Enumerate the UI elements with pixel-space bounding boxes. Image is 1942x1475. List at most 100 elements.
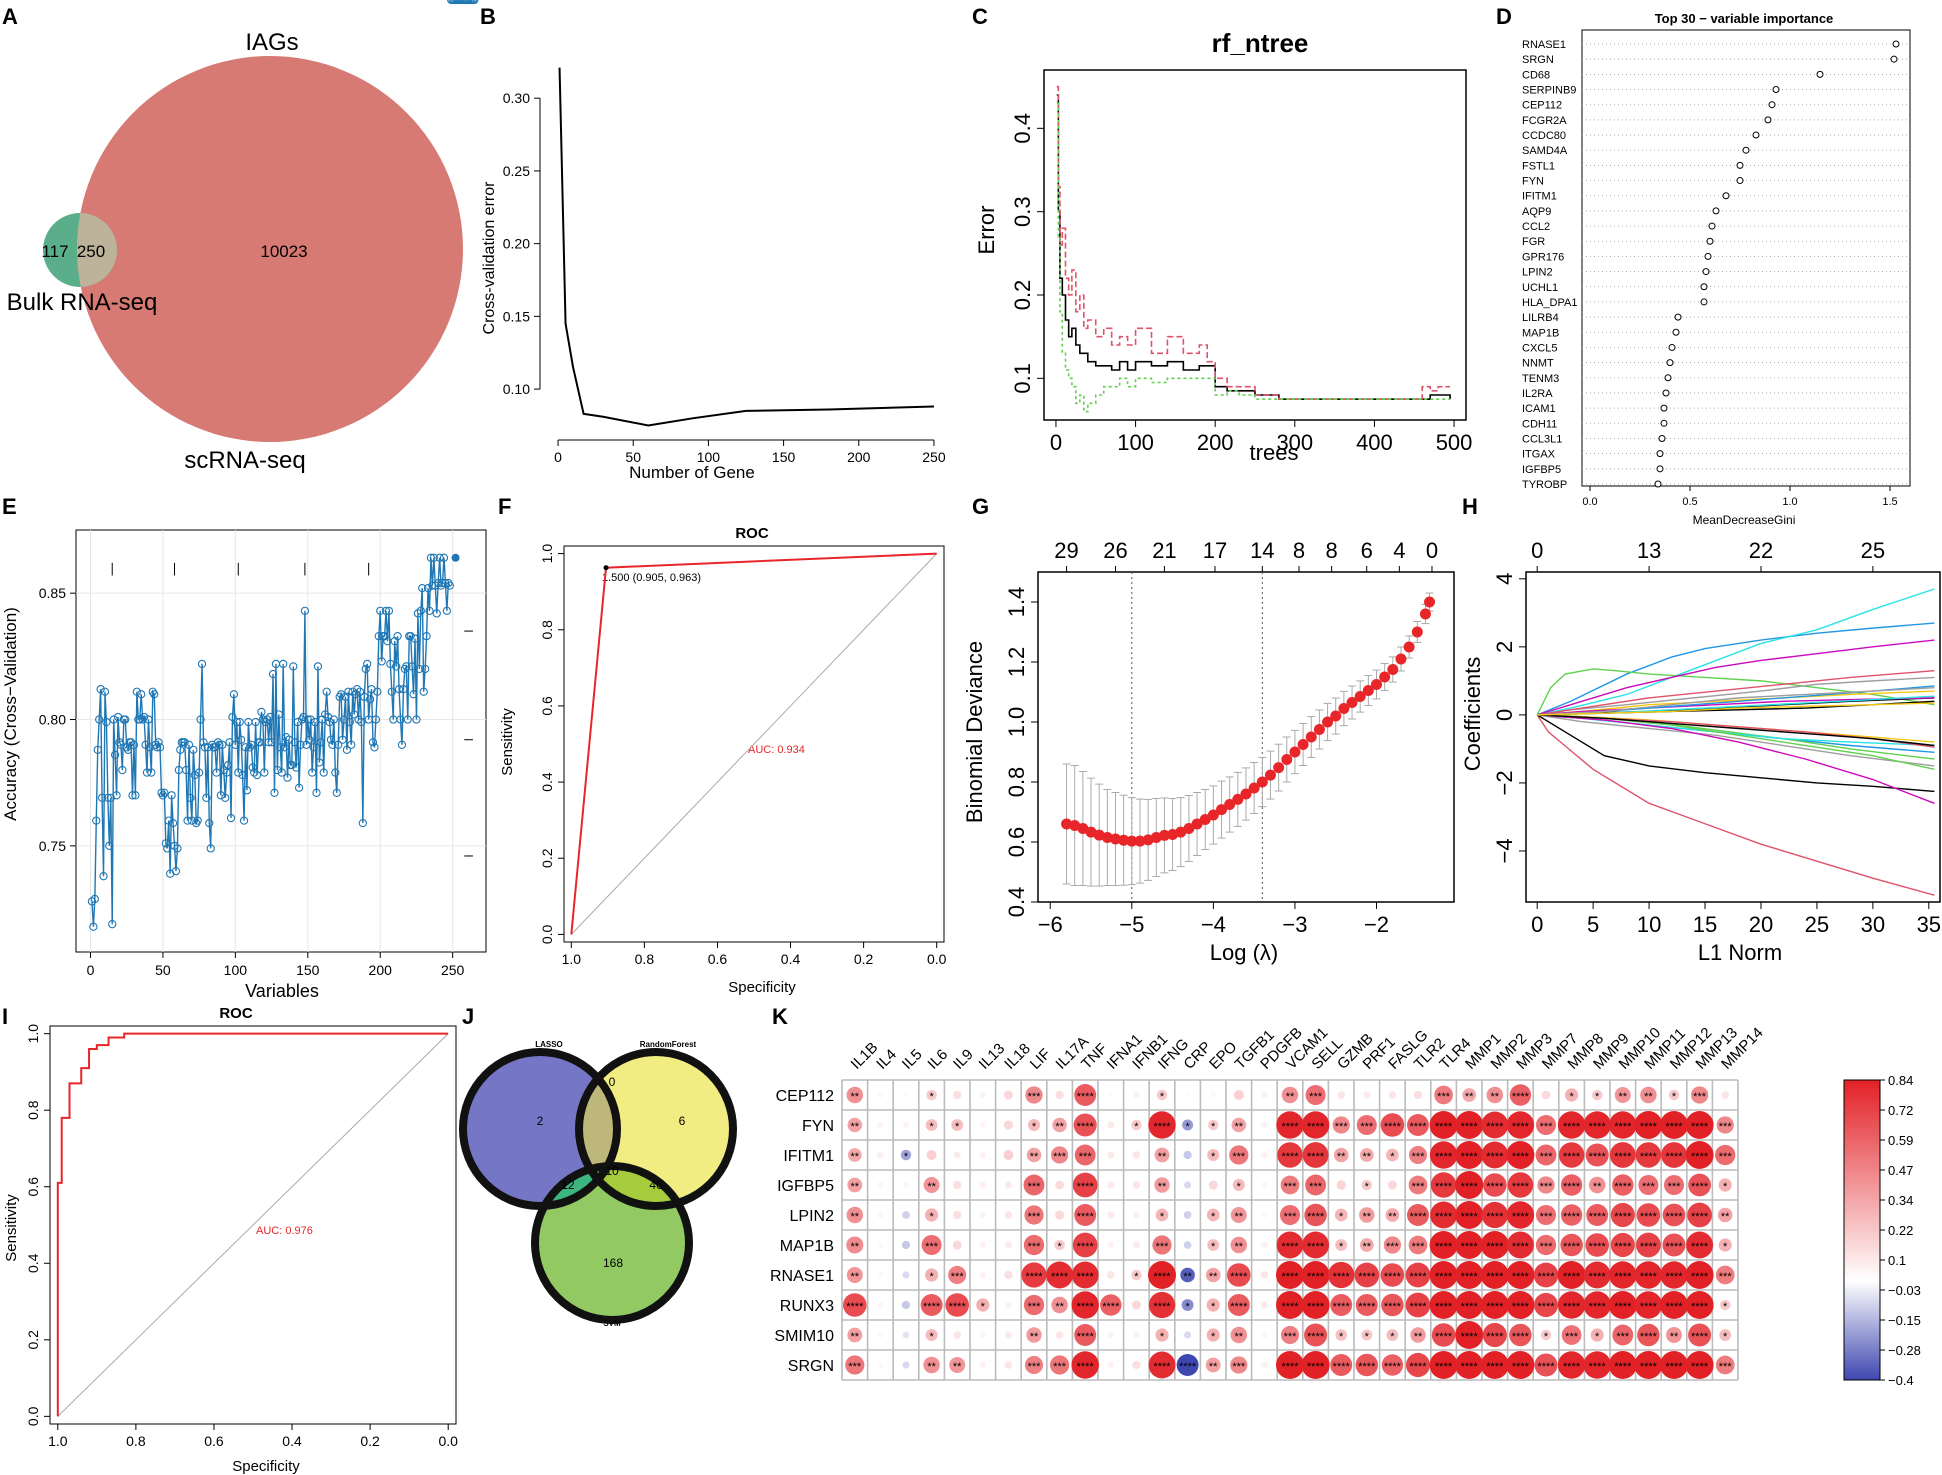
variable-label: LILRB4 [1522,312,1559,324]
correlation-circle [847,1148,862,1162]
correlation-circle [1506,1351,1535,1379]
correlation-circle [877,1301,884,1309]
correlation-circle [1506,1201,1535,1229]
deviance-point [1362,685,1374,696]
correlation-circle [1131,1269,1142,1281]
significance-stars: *** [1540,1241,1554,1253]
significance-stars: **** [1512,1361,1530,1373]
bulk-rnaseq-label: Bulk RNA-seq [7,289,158,316]
x-tick-label: 0.0 [927,951,947,967]
best-point [451,553,460,562]
correlation-circle [1560,1204,1583,1226]
significance-stars: **** [1691,1181,1709,1193]
correlation-circle [1356,1114,1377,1136]
significance-stars: * [1365,1331,1370,1343]
accuracy-point [412,715,421,724]
significance-stars: **** [1589,1271,1607,1283]
correlation-circle [900,1149,912,1161]
accuracy-point [305,735,314,744]
accuracy-point [419,687,428,696]
accuracy-point [252,770,262,780]
panel-letter-f: F [498,494,511,519]
significance-stars: **** [1384,1121,1402,1133]
x-tick-label: 30 [1861,912,1885,937]
accuracy-point [415,664,424,674]
correlation-circle [1636,1203,1661,1227]
correlation-circle [1480,1261,1509,1289]
top-tick-label: 17 [1203,538,1227,563]
accuracy-point [368,738,378,747]
significance-stars: **** [1077,1211,1095,1223]
accuracy-point [239,816,249,825]
correlation-circle [1046,1261,1074,1289]
accuracy-point [238,770,247,780]
significance-stars: **** [1691,1241,1709,1253]
correlation-circle [1557,1351,1586,1379]
significance-stars: **** [1486,1151,1504,1163]
significance-stars: **** [1077,1091,1095,1103]
correlation-circle [1055,1090,1064,1100]
correlation-circle [1279,1204,1301,1226]
row-label: IGFBP5 [777,1178,834,1195]
significance-stars: **** [1512,1151,1530,1163]
x-tick-label: 300 [1276,430,1313,455]
deviance-point [1232,793,1244,805]
correlation-circle [877,1332,884,1338]
importance-point [1702,268,1710,276]
deviance-point [1289,746,1301,758]
significance-stars: *** [1540,1151,1554,1163]
significance-stars: **** [1691,1211,1709,1223]
accuracy-point [267,738,276,747]
correlation-circle [1305,1084,1326,1106]
accuracy-point [124,745,133,754]
correlation-circle [902,1271,910,1279]
accuracy-point [306,715,315,724]
accuracy-point [425,606,434,616]
significance-stars: * [1595,1091,1600,1103]
significance-stars: ** [1465,1091,1474,1103]
significance-stars: **** [1461,1121,1479,1133]
correlation-circle [1431,1323,1456,1347]
significance-stars: **** [1307,1121,1325,1133]
correlation-circle [1100,1294,1122,1316]
significance-stars: **** [1281,1241,1299,1253]
significance-stars: *** [1028,1241,1042,1253]
significance-stars: **** [1640,1361,1658,1373]
significance-stars: *** [1335,1121,1349,1133]
correlation-circle [842,1293,867,1317]
variable-label: IFITM1 [1522,191,1557,203]
svm-outline [531,1162,693,1324]
significance-stars: ** [1670,1331,1679,1343]
significance-stars: **** [1307,1211,1325,1223]
rf-only-count: 6 [679,1114,686,1128]
panel-h-ylabel: Coefficients [1460,657,1485,772]
variable-label: FCGR2A [1522,115,1567,127]
significance-stars: ** [927,1181,936,1193]
correlation-circle [1509,1323,1532,1347]
panel-f-point-label: 1.500 (0.905, 0.963) [602,572,701,584]
correlation-circle [1230,1236,1248,1254]
y-tick-label: 1.0 [1004,707,1029,738]
correlation-circle [1405,1262,1431,1288]
accuracy-point [126,738,136,747]
accuracy-point [187,816,197,825]
coef-path-5 [1536,639,1935,716]
correlation-circle [1052,1117,1067,1133]
y-tick-label: 0.4 [1004,887,1029,918]
iags-only-count: 10023 [260,242,307,261]
deviance-point [1281,754,1293,765]
significance-stars: **** [1384,1361,1402,1373]
y-tick-label: 0.25 [503,163,530,179]
correlation-circle [953,1331,962,1339]
correlation-circle [1481,1141,1509,1169]
correlation-circle [1301,1351,1330,1379]
accuracy-point [334,740,343,749]
panel-e-xlabel: Variables [245,981,319,1001]
x-tick-label: 150 [296,962,320,978]
deviance-point [1273,762,1285,774]
accuracy-point [194,768,204,777]
accuracy-point [293,717,302,727]
correlation-circle [1608,1351,1637,1379]
svm-label: SVM [603,1319,621,1328]
accuracy-point [361,664,370,674]
